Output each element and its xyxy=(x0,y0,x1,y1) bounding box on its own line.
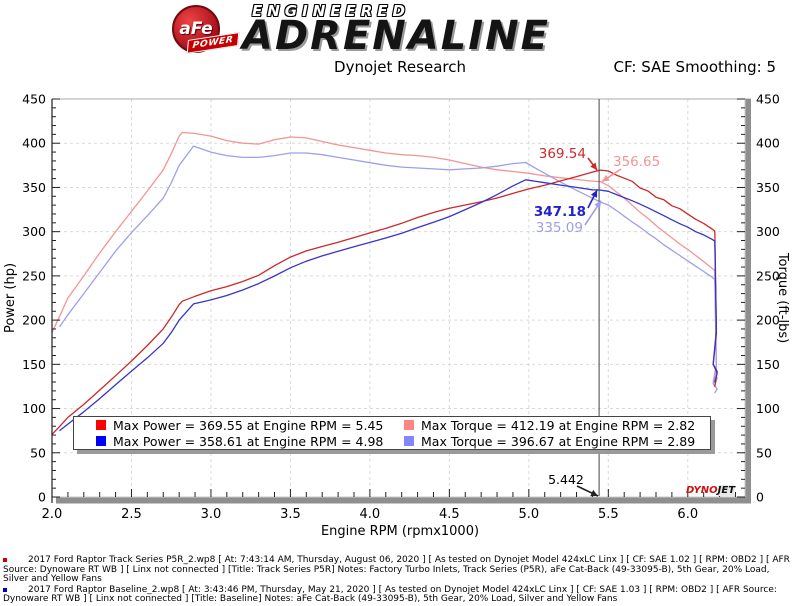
afe-power-badge-icon: aFe POWER xyxy=(172,4,240,54)
y-right-tick-label: 350 xyxy=(756,180,780,195)
legend-swatch-icon xyxy=(96,420,106,430)
curve-baseline-torque xyxy=(59,145,718,394)
y-left-tick-label: 400 xyxy=(22,136,46,151)
legend-item-text: Max Power = 358.61 at Engine RPM = 4.98 xyxy=(113,433,384,449)
y-axis-right-title: Torque (ft-lbs) xyxy=(775,252,790,343)
chart-title: Dynojet Research xyxy=(334,58,466,76)
legend-item-text: Max Torque = 396.67 at Engine RPM = 2.89 xyxy=(421,433,696,449)
legend-item-text: Max Power = 369.55 at Engine RPM = 5.45 xyxy=(113,417,384,433)
run-info-text: 2017 Ford Raptor Track Series P5R_2.wp8 … xyxy=(3,555,790,585)
x-axis-title: Engine RPM (rpmx1000) xyxy=(321,524,479,539)
y-left-tick-label: 350 xyxy=(22,180,46,195)
dynojet-watermark-jet: JET xyxy=(717,485,736,496)
logo-adrenaline-text: ADRENALINE xyxy=(242,13,550,59)
afe-badge-text: aFe xyxy=(179,19,213,39)
legend-swatch-icon xyxy=(404,436,414,446)
y-left-tick-label: 150 xyxy=(22,357,46,372)
curve-baseline-power xyxy=(59,179,718,432)
run-info-line: 2017 Ford Raptor Track Series P5R_2.wp8 … xyxy=(3,555,797,585)
afe-adrenaline-logo: aFe POWER ENGINEERED ADRENALINE xyxy=(172,4,550,56)
dynojet-watermark-dyno: DYNO xyxy=(686,485,718,496)
legend-swatch-icon xyxy=(404,420,414,430)
legend-item: Max Torque = 396.67 at Engine RPM = 2.89 xyxy=(404,434,710,449)
x-tick-label: 2.5 xyxy=(121,507,142,522)
cursor-readout-label: 369.54 xyxy=(539,146,586,162)
legend-item: Max Power = 358.61 at Engine RPM = 4.98 xyxy=(96,434,404,449)
curve-track-series-power xyxy=(51,169,718,436)
y-right-tick-label: 150 xyxy=(756,357,780,372)
run-info-text: 2017 Ford Raptor Baseline_2.wp8 [ At: 3:… xyxy=(3,584,777,605)
run-info-line: 2017 Ford Raptor Baseline_2.wp8 [ At: 3:… xyxy=(3,584,797,605)
legend-item: Max Torque = 412.19 at Engine RPM = 2.82 xyxy=(404,418,710,433)
y-right-tick-label: 100 xyxy=(756,401,780,416)
cursor-readout-label: 356.65 xyxy=(613,154,660,170)
y-left-tick-label: 450 xyxy=(22,92,46,107)
dynojet-watermark: DYNOJET xyxy=(686,485,736,496)
x-tick-label: 2.0 xyxy=(42,507,63,522)
x-tick-label: 5.0 xyxy=(518,507,539,522)
x-tick-label: 4.0 xyxy=(360,507,381,522)
logo-engineered-text: ENGINEERED xyxy=(252,2,410,20)
cursor-readout-label: 347.18 xyxy=(534,204,586,220)
y-axis-left-title: Power (hp) xyxy=(3,263,18,333)
legend-item: Max Power = 369.55 at Engine RPM = 5.45 xyxy=(96,418,404,433)
y-right-tick-label: 200 xyxy=(756,313,780,328)
dyno-chart: 0 0 50 50 100 100 150 150 200 200 250 250 300 300 350 3… xyxy=(3,92,790,540)
y-left-tick-label: 50 xyxy=(30,445,46,460)
cursor-value-label: 5.442 xyxy=(548,472,584,487)
y-right-tick-label: 450 xyxy=(756,92,780,107)
y-left-tick-label: 100 xyxy=(22,401,46,416)
y-left-tick-label: 200 xyxy=(22,313,46,328)
y-left-tick-label: 300 xyxy=(22,224,46,239)
curve-layer xyxy=(51,131,718,436)
x-tick-label: 4.5 xyxy=(439,507,460,522)
y-left-tick-label: 250 xyxy=(22,268,46,283)
smoothing-setting-label: CF: SAE Smoothing: 5 xyxy=(613,58,776,76)
y-right-tick-label: 250 xyxy=(756,268,780,283)
cursor-readout-label: 335.09 xyxy=(536,220,583,236)
y-right-tick-label: 300 xyxy=(756,224,780,239)
run-bullet-icon xyxy=(3,587,7,592)
chart-header-row: Dynojet Research CF: SAE Smoothing: 5 xyxy=(0,58,800,78)
x-tick-label: 3.5 xyxy=(280,507,301,522)
run-info-footer: 2017 Ford Raptor Track Series P5R_2.wp8 … xyxy=(3,555,797,606)
run-bullet-icon xyxy=(3,558,7,562)
curve-track-series-torque xyxy=(51,131,718,387)
logo-text-block: ENGINEERED ADRENALINE xyxy=(242,2,550,59)
x-tick-label: 3.0 xyxy=(201,507,222,522)
x-tick-label: 6.0 xyxy=(677,507,698,522)
y-right-tick-label: 0 xyxy=(756,490,764,505)
axes-layer: 0 0 50 50 100 100 150 150 200 200 250 250 300 300 350 3… xyxy=(22,92,780,523)
max-values-legend: Max Power = 369.55 at Engine RPM = 5.45 M… xyxy=(73,416,711,450)
legend-item-text: Max Torque = 412.19 at Engine RPM = 2.82 xyxy=(421,417,696,433)
legend-swatch-icon xyxy=(96,436,106,446)
y-left-tick-label: 0 xyxy=(38,490,46,505)
x-tick-label: 5.5 xyxy=(598,507,619,522)
y-right-tick-label: 400 xyxy=(756,136,780,151)
y-right-tick-label: 50 xyxy=(756,445,772,460)
